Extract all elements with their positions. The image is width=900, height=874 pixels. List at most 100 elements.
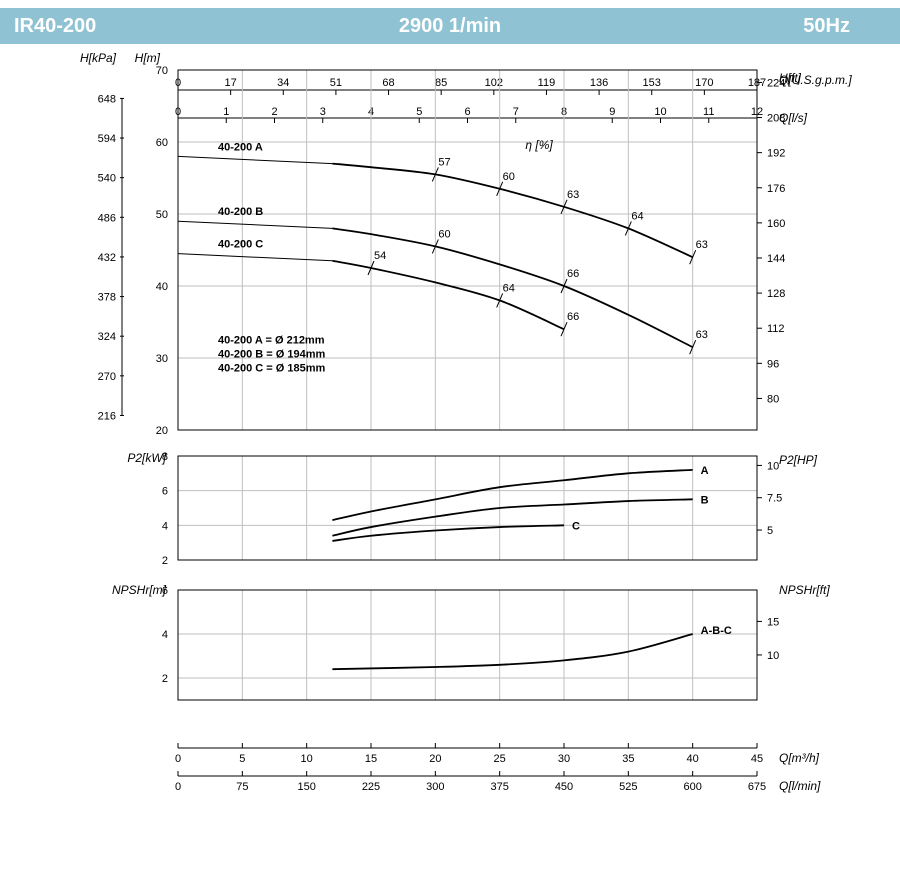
svg-text:486: 486 (98, 212, 116, 224)
svg-text:112: 112 (767, 323, 785, 335)
svg-text:15: 15 (365, 753, 377, 765)
svg-text:2: 2 (162, 555, 168, 567)
svg-text:176: 176 (767, 183, 785, 195)
svg-text:30: 30 (156, 353, 168, 365)
svg-text:NPSHr[m]: NPSHr[m] (112, 583, 167, 597)
svg-text:150: 150 (297, 781, 315, 793)
svg-text:136: 136 (590, 77, 608, 89)
svg-text:270: 270 (98, 371, 116, 383)
svg-text:128: 128 (767, 288, 785, 300)
svg-text:378: 378 (98, 292, 116, 304)
svg-text:A: A (701, 465, 709, 477)
svg-text:50: 50 (156, 209, 168, 221)
svg-text:40-200 C = Ø 185mm: 40-200 C = Ø 185mm (218, 363, 326, 375)
svg-text:40: 40 (156, 281, 168, 293)
svg-text:34: 34 (277, 77, 289, 89)
svg-text:P2[kW]: P2[kW] (127, 451, 166, 465)
svg-text:8: 8 (162, 451, 168, 463)
svg-text:594: 594 (98, 133, 116, 145)
svg-text:216: 216 (98, 410, 116, 422)
svg-text:4: 4 (162, 629, 168, 641)
svg-text:63: 63 (567, 189, 579, 201)
svg-text:25: 25 (494, 753, 506, 765)
svg-text:375: 375 (490, 781, 508, 793)
svg-text:600: 600 (683, 781, 701, 793)
svg-text:57: 57 (438, 156, 450, 168)
svg-text:4: 4 (162, 520, 168, 532)
svg-text:224: 224 (767, 77, 785, 89)
svg-text:192: 192 (767, 148, 785, 160)
svg-text:η [%]: η [%] (525, 138, 553, 152)
svg-text:6: 6 (162, 585, 168, 597)
svg-text:119: 119 (538, 77, 556, 89)
svg-text:63: 63 (696, 239, 708, 251)
svg-text:10: 10 (301, 753, 313, 765)
svg-text:648: 648 (98, 93, 116, 105)
svg-text:63: 63 (696, 329, 708, 341)
svg-text:40-200 C: 40-200 C (218, 239, 263, 251)
svg-text:64: 64 (503, 282, 515, 294)
svg-text:144: 144 (767, 253, 785, 265)
svg-text:H[m]: H[m] (135, 51, 161, 65)
svg-text:540: 540 (98, 173, 116, 185)
svg-text:11: 11 (703, 106, 714, 118)
svg-text:54: 54 (374, 250, 386, 262)
svg-text:66: 66 (567, 268, 579, 280)
svg-text:B: B (701, 494, 709, 506)
svg-text:0: 0 (175, 781, 181, 793)
svg-text:96: 96 (767, 358, 779, 370)
svg-text:40-200 B = Ø 194mm: 40-200 B = Ø 194mm (218, 349, 326, 361)
svg-text:51: 51 (330, 77, 342, 89)
svg-text:10: 10 (654, 106, 666, 118)
pump-chart-svg: Q[U.S.g.p.m.]017345168851021191361531701… (0, 0, 900, 874)
svg-text:5: 5 (767, 525, 773, 537)
svg-text:9: 9 (609, 106, 615, 118)
svg-text:20: 20 (156, 425, 168, 437)
svg-text:80: 80 (767, 393, 779, 405)
svg-text:0: 0 (175, 753, 181, 765)
svg-text:A-B-C: A-B-C (701, 625, 732, 637)
svg-text:153: 153 (643, 77, 661, 89)
svg-text:7: 7 (513, 106, 519, 118)
svg-text:300: 300 (426, 781, 444, 793)
svg-text:40-200 B: 40-200 B (218, 206, 263, 218)
svg-text:45: 45 (751, 753, 763, 765)
svg-text:60: 60 (156, 137, 168, 149)
svg-text:10: 10 (767, 650, 779, 662)
svg-text:40: 40 (687, 753, 699, 765)
svg-text:75: 75 (236, 781, 248, 793)
svg-text:30: 30 (558, 753, 570, 765)
svg-text:P2[HP]: P2[HP] (779, 453, 818, 467)
svg-text:17: 17 (225, 77, 237, 89)
svg-text:102: 102 (485, 77, 503, 89)
svg-text:15: 15 (767, 616, 779, 628)
svg-text:450: 450 (555, 781, 573, 793)
svg-text:60: 60 (438, 228, 450, 240)
svg-text:C: C (572, 520, 580, 532)
svg-text:85: 85 (435, 77, 447, 89)
svg-text:20: 20 (429, 753, 441, 765)
svg-text:70: 70 (156, 65, 168, 77)
svg-text:40-200 A = Ø 212mm: 40-200 A = Ø 212mm (218, 335, 325, 347)
svg-text:1: 1 (223, 106, 229, 118)
svg-text:6: 6 (162, 486, 168, 498)
svg-text:5: 5 (239, 753, 245, 765)
svg-text:675: 675 (748, 781, 766, 793)
svg-text:Q[m³/h]: Q[m³/h] (779, 751, 820, 765)
svg-text:7.5: 7.5 (767, 493, 782, 505)
svg-text:2: 2 (271, 106, 277, 118)
svg-text:5: 5 (416, 106, 422, 118)
svg-text:64: 64 (631, 210, 643, 222)
svg-text:432: 432 (98, 252, 116, 264)
svg-text:324: 324 (98, 331, 116, 343)
svg-text:6: 6 (464, 106, 470, 118)
svg-text:2: 2 (162, 673, 168, 685)
svg-text:160: 160 (767, 218, 785, 230)
svg-text:35: 35 (622, 753, 634, 765)
svg-text:66: 66 (567, 311, 579, 323)
svg-text:60: 60 (503, 171, 515, 183)
svg-text:40-200 A: 40-200 A (218, 141, 263, 153)
svg-text:170: 170 (695, 77, 713, 89)
svg-text:H[kPa]: H[kPa] (80, 51, 117, 65)
svg-text:10: 10 (767, 460, 779, 472)
